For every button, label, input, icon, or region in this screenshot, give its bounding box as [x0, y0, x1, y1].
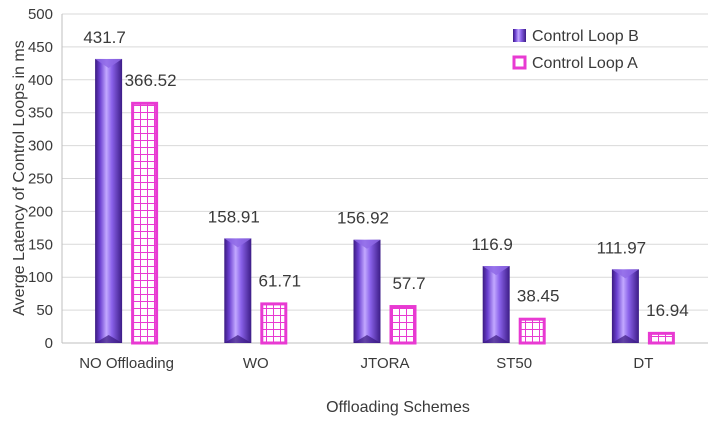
legend-swatch-control-loop-b — [513, 29, 526, 42]
bar-control-loop-b-no-offloading — [95, 58, 123, 343]
legend-item-control-loop-a: Control Loop A — [512, 55, 638, 72]
bar-control-loop-a-wo — [260, 302, 288, 345]
y-tick-label: 400 — [28, 72, 53, 89]
bar-control-loop-b-wo-top-bevel — [224, 238, 252, 248]
y-tick-label: 50 — [36, 302, 53, 319]
bar-control-loop-b-no-offloading-bottom-bevel — [95, 335, 123, 343]
x-tick-label-jtora: JTORA — [361, 355, 410, 372]
data-label-control-loop-b-wo: 158.91 — [208, 207, 260, 226]
bar-control-loop-b-no-offloading-body — [95, 58, 123, 343]
bar-control-loop-a-st50 — [518, 317, 546, 345]
y-tick-label: 500 — [28, 6, 53, 23]
data-label-control-loop-a-no-offloading: 366.52 — [125, 71, 177, 90]
x-tick-label-st50: ST50 — [496, 355, 532, 372]
bar-control-loop-b-jtora-top-bevel — [353, 239, 381, 249]
legend-swatch-control-loop-a — [512, 55, 527, 70]
y-axis-title: Averge Latency of Control Loops in ms — [11, 40, 28, 315]
bar-control-loop-b-dt — [611, 269, 639, 343]
bar-control-loop-b-jtora — [353, 239, 381, 343]
bar-control-loop-a-no-offloading — [131, 101, 159, 345]
bar-control-loop-b-no-offloading-top-bevel — [95, 58, 123, 68]
data-label-control-loop-b-no-offloading: 431.7 — [83, 28, 126, 47]
data-label-control-loop-a-jtora: 57.7 — [392, 274, 425, 293]
bar-control-loop-b-wo-bottom-bevel — [224, 335, 252, 343]
data-label-control-loop-a-wo: 61.71 — [259, 271, 302, 290]
bar-control-loop-a-dt — [647, 331, 675, 345]
gridlines — [62, 13, 708, 344]
data-label-control-loop-a-st50: 38.45 — [517, 287, 560, 306]
x-tick-label-dt: DT — [633, 355, 653, 372]
bar-control-loop-b-jtora-bottom-bevel — [353, 335, 381, 343]
y-tick-label: 350 — [28, 105, 53, 122]
y-tick-label: 450 — [28, 39, 53, 56]
y-tick-label: 300 — [28, 138, 53, 155]
axes: 0 50 100 150 200 250 300 350 400 450 500 NO Offload… — [28, 6, 708, 372]
y-tick-label: 0 — [45, 335, 53, 352]
bars — [95, 58, 675, 345]
legend-item-control-loop-b: Control Loop B — [513, 28, 639, 45]
y-tick-label: 150 — [28, 236, 53, 253]
bar-control-loop-b-wo-body — [224, 238, 252, 343]
labels: 431.7 366.52 158.91 61.71 156.92 57.7 116.9 38.… — [83, 28, 688, 320]
data-label-control-loop-b-dt: 111.97 — [597, 238, 646, 257]
x-tick-label-no-offloading: NO Offloading — [79, 355, 174, 372]
bar-control-loop-b-dt-body — [611, 269, 639, 343]
legend-label-control-loop-b: Control Loop B — [532, 28, 639, 45]
y-tick-label: 250 — [28, 171, 53, 188]
bar-control-loop-b-st50 — [482, 266, 510, 343]
legend: Control Loop B Control Loop A — [512, 28, 639, 72]
y-tick-label: 200 — [28, 203, 53, 220]
bar-control-loop-b-st50-body — [482, 266, 510, 343]
bar-control-loop-b-dt-top-bevel — [611, 269, 639, 279]
data-label-control-loop-b-jtora: 156.92 — [337, 209, 389, 228]
data-label-control-loop-b-st50: 116.9 — [472, 235, 513, 254]
y-tick-label: 100 — [28, 269, 53, 286]
legend-label-control-loop-a: Control Loop A — [532, 55, 638, 72]
bar-control-loop-a-jtora — [389, 305, 417, 345]
data-label-control-loop-a-dt: 16.94 — [646, 301, 689, 320]
bar-control-loop-b-jtora-body — [353, 239, 381, 343]
bar-control-loop-b-wo — [224, 238, 252, 343]
bar-control-loop-b-st50-bottom-bevel — [482, 335, 510, 343]
x-axis-title: Offloading Schemes — [326, 399, 470, 416]
bar-control-loop-b-dt-bottom-bevel — [611, 335, 639, 343]
bar-control-loop-b-st50-top-bevel — [482, 266, 510, 276]
x-tick-label-wo: WO — [243, 355, 269, 372]
